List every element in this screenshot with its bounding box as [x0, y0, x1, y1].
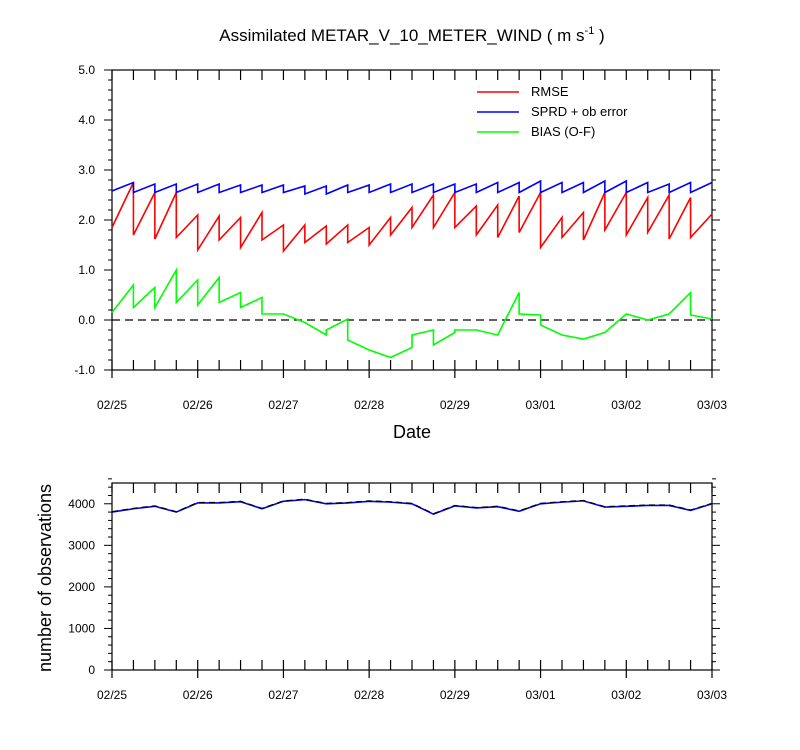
y-tick-label: -1.0 [74, 363, 95, 377]
x-tick-label: 02/25 [97, 398, 127, 412]
series-line-observations-possible [111, 498, 713, 515]
y-tick-label: 2.0 [78, 213, 95, 227]
chart-title: Assimilated METAR_V_10_METER_WIND ( m s-… [219, 25, 604, 45]
y-tick-label: 0.0 [78, 313, 95, 327]
x-tick-label: 03/01 [526, 688, 556, 702]
series-line-observations-used [111, 498, 713, 516]
legend-label: RMSE [531, 84, 569, 99]
y-tick-label: 1000 [68, 621, 95, 635]
y-tick-label: 1.0 [78, 263, 95, 277]
x-tick-label: 03/03 [697, 688, 727, 702]
x-tick-label: 02/28 [354, 688, 384, 702]
series-line-rmse [111, 182, 713, 254]
x-axis-label: Date [393, 422, 431, 442]
x-tick-label: 02/28 [354, 398, 384, 412]
legend-label: BIAS (O-F) [531, 124, 595, 139]
series-line-bias-o-f [111, 266, 713, 359]
x-tick-label: 02/26 [183, 398, 213, 412]
legend-label: SPRD + ob error [531, 104, 628, 119]
y-tick-label: 4.0 [78, 113, 95, 127]
y-tick-label: 3.0 [78, 163, 95, 177]
y-tick-label: 4000 [68, 497, 95, 511]
plot-frame [111, 482, 713, 671]
x-tick-label: 02/27 [268, 688, 298, 702]
x-tick-label: 02/29 [440, 688, 470, 702]
x-tick-label: 03/02 [611, 688, 641, 702]
y-tick-label: 0 [88, 663, 95, 677]
y-tick-label: 2000 [68, 580, 95, 594]
x-tick-label: 03/02 [611, 398, 641, 412]
x-tick-label: 02/25 [97, 688, 127, 702]
series-line-sprd-ob-error [111, 179, 713, 196]
x-tick-label: 02/29 [440, 398, 470, 412]
y-tick-label: 5.0 [78, 63, 95, 77]
x-tick-label: 02/26 [183, 688, 213, 702]
bottom-panel: 0 1000 2000 3000 4000 02/25 02/26 02/27 02/28 02/… [68, 478, 727, 702]
x-tick-label: 02/27 [268, 398, 298, 412]
y-axis-label-observations: number of observations [35, 484, 55, 672]
y-tick-label: 3000 [68, 538, 95, 552]
top-panel: -1.0 0.0 1.0 2.0 3.0 4.0 5.0 02/25 02/26 02/27 02/… [74, 63, 727, 412]
x-tick-label: 03/03 [697, 398, 727, 412]
x-tick-label: 03/01 [526, 398, 556, 412]
